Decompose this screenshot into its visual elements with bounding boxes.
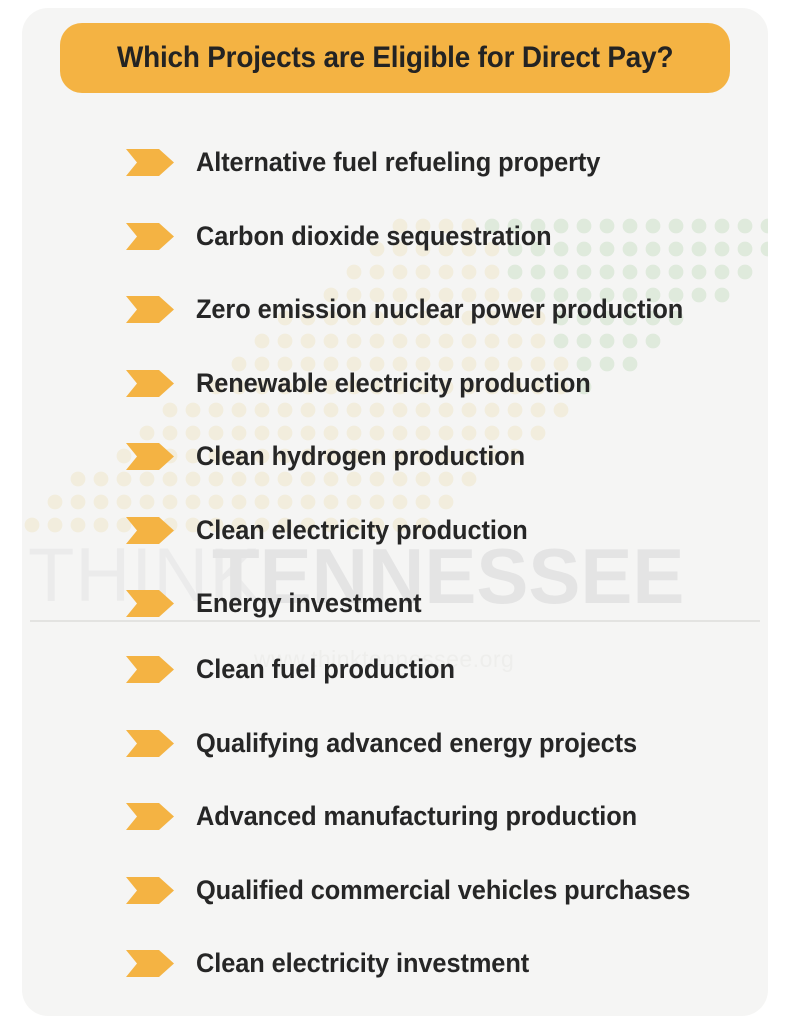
list-item-label: Clean fuel production bbox=[196, 654, 455, 685]
eligible-projects-list-top: Alternative fuel refueling property Carbo… bbox=[22, 126, 768, 641]
chevron-banner-icon bbox=[126, 803, 174, 831]
list-item-label: Carbon dioxide sequestration bbox=[196, 220, 552, 251]
chevron-banner-icon bbox=[126, 590, 174, 618]
list-item-label: Renewable electricity production bbox=[196, 367, 591, 398]
list-item: Qualified commercial vehicles purchases bbox=[22, 854, 768, 928]
group-divider bbox=[30, 620, 760, 622]
list-item-label: Qualified commercial vehicles purchases bbox=[196, 874, 691, 905]
chevron-banner-icon bbox=[126, 656, 174, 684]
infographic-card: THINK TENNESSEE www.thinktennessee.org W… bbox=[22, 8, 768, 1016]
list-item: Qualifying advanced energy projects bbox=[22, 707, 768, 781]
list-item-label: Alternative fuel refueling property bbox=[196, 147, 601, 178]
list-item-label: Clean electricity investment bbox=[196, 948, 530, 979]
list-item-label: Advanced manufacturing production bbox=[196, 801, 638, 832]
list-item-label: Qualifying advanced energy projects bbox=[196, 727, 638, 758]
chevron-banner-icon bbox=[126, 876, 174, 904]
chevron-banner-icon bbox=[126, 296, 174, 324]
chevron-banner-icon bbox=[126, 222, 174, 250]
list-item-label: Clean electricity production bbox=[196, 514, 528, 545]
list-item: Clean electricity production bbox=[22, 494, 768, 568]
header-banner: Which Projects are Eligible for Direct P… bbox=[60, 23, 730, 93]
list-item: Advanced manufacturing production bbox=[22, 780, 768, 854]
page-title: Which Projects are Eligible for Direct P… bbox=[116, 41, 674, 74]
chevron-banner-icon bbox=[126, 729, 174, 757]
list-item-label: Zero emission nuclear power production bbox=[196, 294, 684, 325]
list-item: Energy investment bbox=[22, 567, 768, 641]
list-item: Clean hydrogen production bbox=[22, 420, 768, 494]
list-item: Carbon dioxide sequestration bbox=[22, 200, 768, 274]
chevron-banner-icon bbox=[126, 516, 174, 544]
list-item: Alternative fuel refueling property bbox=[22, 126, 768, 200]
list-item-label: Clean hydrogen production bbox=[196, 441, 526, 472]
chevron-banner-icon bbox=[126, 443, 174, 471]
chevron-banner-icon bbox=[126, 369, 174, 397]
list-item: Renewable electricity production bbox=[22, 347, 768, 421]
chevron-banner-icon bbox=[126, 950, 174, 978]
list-item: Zero emission nuclear power production bbox=[22, 273, 768, 347]
list-item-label: Energy investment bbox=[196, 588, 422, 619]
list-item: Clean fuel production bbox=[22, 633, 768, 707]
list-item: Clean electricity investment bbox=[22, 927, 768, 1001]
chevron-banner-icon bbox=[126, 149, 174, 177]
eligible-projects-list-bottom: Clean fuel production Qualifying advanced… bbox=[22, 633, 768, 1001]
